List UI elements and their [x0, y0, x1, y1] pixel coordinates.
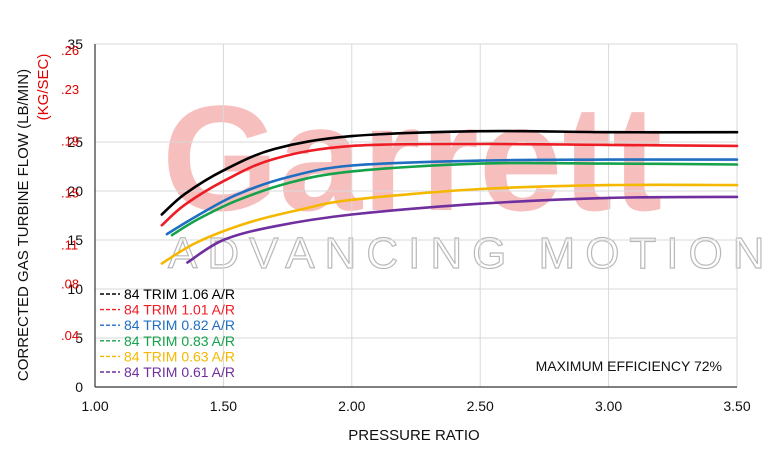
x-tick-label: 2.50: [467, 398, 494, 414]
series-line: [170, 161, 739, 237]
x-tick-label: 3.50: [723, 398, 750, 414]
legend-label: 84 TRIM 1.06 A/R: [124, 286, 235, 302]
series-line: [165, 158, 739, 236]
series-line: [160, 183, 739, 265]
legend-label: 84 TRIM 1.01 A/R: [124, 302, 235, 318]
series-lines: [160, 129, 739, 265]
x-tick-labels: 1.00 1.50 2.00 2.50 3.00 3.50: [81, 398, 750, 414]
legend-label: 84 TRIM 0.63 A/R: [124, 348, 235, 364]
y-secondary-tick-label: .23: [61, 82, 79, 97]
y-secondary-tick-label: .15: [61, 186, 79, 201]
y-secondary-tick-labels: .04 .08 .11 .15 .19 .23 .26: [61, 43, 79, 343]
x-tick-label: 2.00: [338, 398, 365, 414]
y-tick-label: 25: [67, 134, 83, 150]
watermark-tagline: ADVANCING MOTION: [168, 229, 770, 278]
plot-axes: [94, 44, 737, 388]
y-secondary-tick-label: .19: [61, 134, 79, 149]
legend-label: 84 TRIM 0.83 A/R: [124, 333, 235, 349]
series-line: [160, 142, 739, 227]
y-tick-label: 20: [67, 183, 83, 199]
watermark: Garrett ADVANCING MOTION: [162, 74, 770, 279]
y-secondary-tick-label: .26: [61, 43, 79, 58]
x-tick-label: 3.00: [595, 398, 622, 414]
x-tick-label: 1.00: [81, 398, 108, 414]
y-axis-title-secondary: (KG/SEC): [35, 54, 52, 121]
legend: 84 TRIM 1.06 A/R84 TRIM 1.01 A/R84 TRIM …: [100, 286, 235, 380]
x-axis-title: PRESSURE RATIO: [348, 427, 479, 444]
y-axis-title: CORRECTED GAS TURBINE FLOW (LB/MIN): [15, 69, 32, 381]
series-line: [160, 129, 739, 216]
y-tick-label: 0: [75, 379, 83, 395]
y-secondary-tick-label: .11: [61, 237, 78, 252]
plot-grid: [94, 43, 738, 388]
y-tick-label: 5: [75, 330, 83, 346]
y-tick-labels: 0 5 10 15 20 25 35: [67, 36, 83, 395]
series-line: [186, 195, 739, 264]
y-tick-label: 35: [67, 36, 83, 52]
legend-label: 84 TRIM 0.82 A/R: [124, 317, 235, 333]
y-tick-label: 15: [67, 232, 83, 248]
watermark-logo: Garrett: [162, 74, 662, 242]
y-secondary-tick-label: .08: [61, 276, 79, 291]
y-secondary-tick-label: .04: [61, 328, 79, 343]
legend-label: 84 TRIM 0.61 A/R: [124, 364, 235, 380]
y-tick-label: 10: [67, 281, 83, 297]
x-tick-label: 1.50: [210, 398, 237, 414]
max-efficiency-annotation: MAXIMUM EFFICIENCY 72%: [536, 358, 722, 374]
